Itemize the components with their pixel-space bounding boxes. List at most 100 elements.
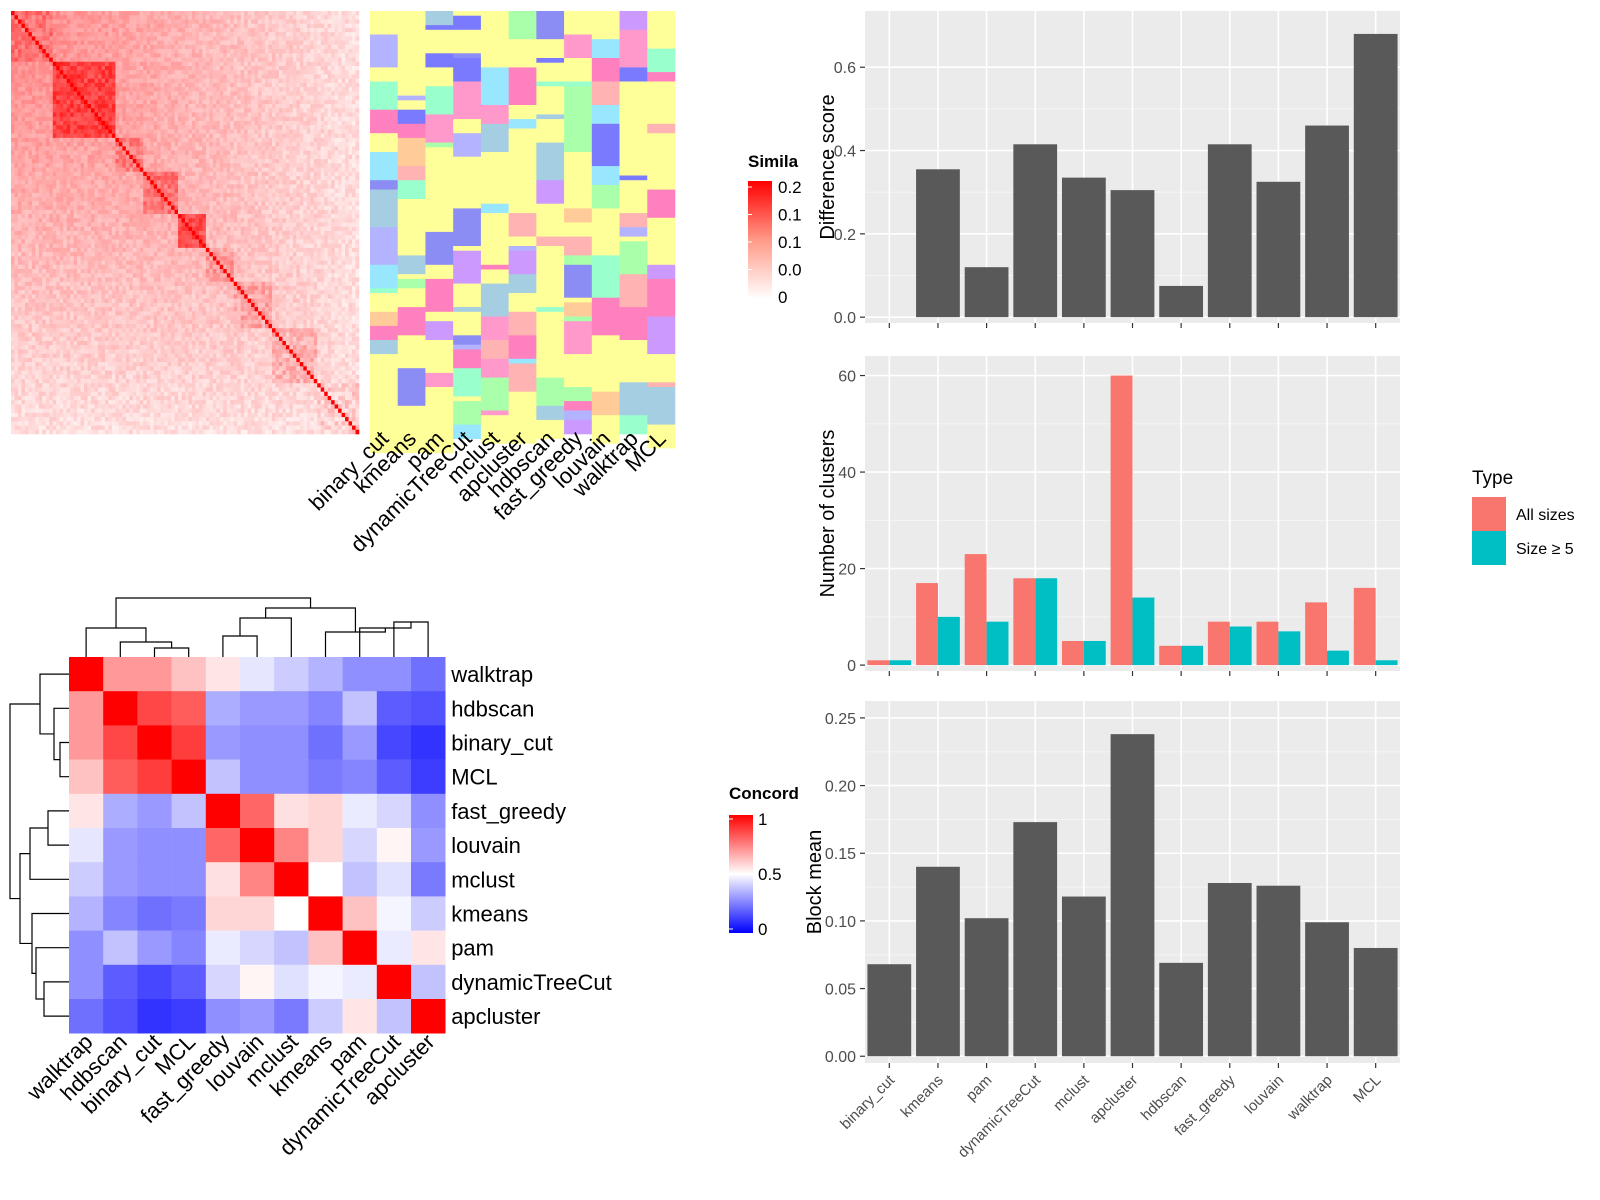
similarity-cell (28, 112, 33, 118)
similarity-cell (209, 19, 214, 24)
similarity-cell (237, 74, 241, 79)
similarity-cell (157, 40, 161, 46)
similarity-cell (209, 61, 214, 67)
similarity-cell (240, 171, 245, 177)
similarity-cell (251, 53, 255, 58)
similarity-cell (341, 23, 346, 29)
similarity-cell (132, 171, 137, 177)
similarity-cell (49, 104, 54, 109)
similarity-cell (258, 167, 262, 173)
similarity-cell (202, 154, 207, 160)
similarity-cell (348, 104, 353, 109)
similarity-cell (219, 53, 224, 58)
similarity-cell (167, 129, 172, 134)
similarity-cell (24, 53, 29, 58)
similarity-cell (21, 95, 26, 101)
similarity-cell (28, 95, 33, 101)
similarity-cell (24, 23, 29, 29)
similarity-cell (244, 40, 248, 46)
similarity-cell (275, 180, 280, 185)
similarity-cell (188, 116, 193, 122)
similarity-cell (28, 108, 33, 113)
similarity-cell (338, 112, 342, 118)
similarity-cell (324, 32, 328, 37)
similarity-cell (174, 159, 179, 164)
similarity-cell (31, 137, 36, 143)
similarity-cell (244, 87, 248, 92)
similarity-cell (178, 133, 182, 139)
similarity-cell (139, 192, 144, 198)
similarity-cell (31, 154, 36, 160)
similarity-cell (139, 214, 144, 219)
similarity-cell (251, 57, 255, 63)
similarity-cell (136, 137, 141, 143)
similarity-cell (132, 78, 137, 84)
similarity-cell (198, 91, 203, 96)
similarity-cell (303, 11, 308, 16)
similarity-cell (303, 192, 308, 198)
similarity-cell (181, 57, 186, 63)
similarity-cell (254, 125, 259, 130)
similarity-cell (265, 201, 269, 206)
similarity-cell (174, 32, 179, 37)
similarity-cell (174, 53, 179, 58)
similarity-cell (237, 125, 241, 130)
similarity-cell (268, 154, 273, 160)
similarity-cell (11, 125, 15, 130)
similarity-cell (63, 175, 67, 181)
similarity-cell (28, 205, 33, 211)
similarity-cell (122, 116, 127, 122)
similarity-cell (24, 154, 29, 160)
similarity-cell (296, 44, 301, 50)
similarity-cell (313, 53, 318, 58)
similarity-cell (306, 53, 311, 58)
similarity-cell (212, 154, 217, 160)
similarity-cell (303, 125, 308, 130)
similarity-cell (52, 167, 57, 173)
similarity-cell (338, 32, 342, 37)
similarity-cell (230, 218, 235, 223)
similarity-cell (299, 91, 304, 96)
similarity-cell (317, 49, 322, 54)
similarity-cell (31, 112, 36, 118)
similarity-cell (157, 205, 161, 211)
similarity-cell (11, 150, 15, 156)
similarity-cell (216, 142, 221, 147)
similarity-cell (181, 159, 186, 164)
similarity-cell (146, 104, 151, 109)
similarity-cell (345, 44, 349, 50)
similarity-cell (80, 180, 85, 185)
similarity-cell (198, 142, 203, 147)
similarity-cell (98, 116, 102, 122)
similarity-cell (35, 44, 40, 50)
similarity-cell (70, 201, 74, 206)
similarity-cell (202, 11, 207, 16)
similarity-cell (205, 146, 210, 151)
similarity-cell (198, 104, 203, 109)
similarity-cell (91, 40, 95, 46)
similarity-cell (205, 19, 210, 24)
similarity-cell (178, 197, 182, 202)
similarity-cell (111, 180, 116, 185)
similarity-cell (223, 91, 228, 96)
similarity-cell (338, 209, 342, 215)
similarity-cell (38, 40, 43, 46)
similarity-cell (292, 53, 297, 58)
similarity-cell (317, 65, 322, 71)
similarity-cell (49, 192, 54, 198)
similarity-cell (132, 197, 137, 202)
similarity-cell (268, 91, 273, 96)
similarity-cell (45, 19, 50, 24)
similarity-cell (63, 74, 67, 79)
similarity-cell (153, 32, 158, 37)
similarity-cell (212, 133, 217, 139)
similarity-cell (191, 137, 196, 143)
similarity-cell (132, 36, 137, 41)
similarity-cell (334, 184, 339, 189)
similarity-cell (348, 19, 353, 24)
similarity-cell (317, 125, 322, 130)
similarity-cell (303, 137, 308, 143)
similarity-cell (143, 108, 148, 113)
similarity-cell (104, 197, 109, 202)
similarity-cell (317, 40, 322, 46)
